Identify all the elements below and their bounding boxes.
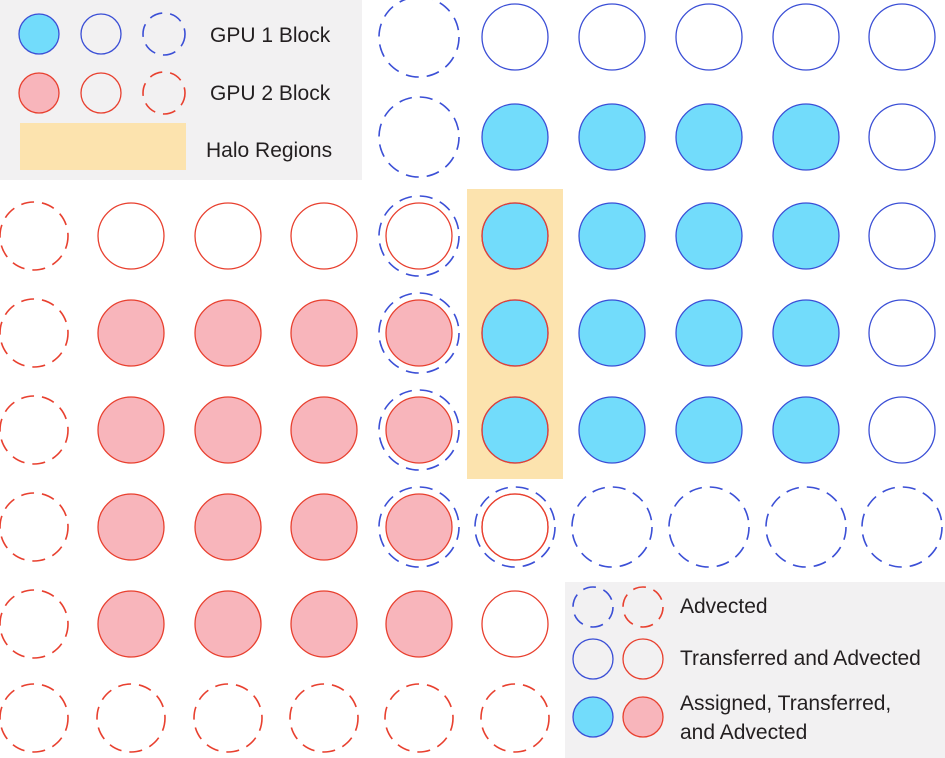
legend-bottom-swatches — [572, 586, 664, 738]
gpu2-block-circle — [290, 299, 358, 367]
legend-top-swatches — [18, 12, 186, 115]
gpu1-block-circle — [571, 486, 653, 568]
gpu2-transfer-ring — [481, 299, 549, 367]
gpu2-block-circle — [0, 683, 69, 753]
gpu1-block-circle — [765, 486, 847, 568]
gpu2-block-circle — [290, 493, 358, 561]
gpu1-block-circle — [378, 195, 460, 277]
gpu1-block-circle — [772, 299, 840, 367]
gpu2-block-circle — [384, 683, 454, 753]
gpu2-transfer-ring — [481, 396, 549, 464]
transferred-label: Transferred and Advected — [680, 647, 921, 670]
gpu2-block-circle — [97, 590, 165, 658]
halo-swatch — [20, 123, 186, 170]
gpu1-filled-swatch — [18, 13, 60, 55]
gpu2-block-circle — [0, 589, 69, 659]
gpu2-block-circle — [290, 590, 358, 658]
gpu2-block-circle — [0, 201, 69, 271]
assigned-gpu1-swatch — [572, 696, 614, 738]
gpu1-block-circle — [578, 103, 646, 171]
gpu1-block-circle — [481, 103, 549, 171]
gpu1-block-circle — [378, 486, 460, 568]
gpu2-block-circle — [385, 590, 453, 658]
gpu1-block-circle — [378, 292, 460, 374]
gpu2-transfer-ring — [481, 202, 549, 270]
halo-label: Halo Regions — [206, 139, 332, 162]
gpu1-label: GPU 1 Block — [210, 24, 331, 47]
gpu2-dashed-swatch — [142, 71, 186, 115]
gpu1-block-circle — [675, 396, 743, 464]
gpu1-block-circle — [481, 3, 549, 71]
gpu2-block-circle — [97, 493, 165, 561]
gpu1-block-circle — [378, 0, 460, 78]
gpu1-block-circle — [675, 202, 743, 270]
gpu2-block-circle — [480, 683, 550, 753]
gpu2-block-circle — [0, 395, 69, 465]
gpu2-block-circle — [193, 683, 263, 753]
gpu1-dashed-swatch — [142, 12, 186, 56]
gpu2-block-circle — [194, 202, 262, 270]
gpu2-block-circle — [97, 299, 165, 367]
gpu1-block-circle — [578, 299, 646, 367]
gpu2-block-circle — [290, 202, 358, 270]
gpu1-block-circle — [868, 299, 936, 367]
assigned-label-line2: and Advected — [680, 721, 807, 744]
gpu1-block-circle — [474, 486, 556, 568]
gpu2-block-circle — [385, 493, 453, 561]
gpu2-transfer-ring — [481, 493, 549, 561]
gpu2-block-circle — [97, 202, 165, 270]
gpu1-block-circle — [675, 103, 743, 171]
gpu1-block-circle — [861, 486, 943, 568]
gpu2-block-circle — [97, 396, 165, 464]
gpu2-block-circle — [194, 493, 262, 561]
gpu2-block-circle — [290, 396, 358, 464]
gpu2-block-circle — [194, 299, 262, 367]
gpu2-label: GPU 2 Block — [210, 82, 331, 105]
gpu1-outline-swatch — [80, 13, 122, 55]
gpu1-block-circle — [868, 202, 936, 270]
gpu1-block-circle — [868, 3, 936, 71]
gpu1-block-circle — [772, 396, 840, 464]
gpu2-block-circle — [194, 396, 262, 464]
gpu1-block-circle — [668, 486, 750, 568]
legend-top: GPU 1 Block GPU 2 Block Halo Regions — [0, 0, 362, 180]
advected-label: Advected — [680, 595, 768, 618]
transferred-gpu2-swatch — [622, 638, 664, 680]
gpu1-block-circle — [868, 103, 936, 171]
gpu2-block-circle — [194, 590, 262, 658]
advected-gpu1-swatch — [572, 586, 614, 628]
gpu2-outline-swatch — [80, 72, 122, 114]
gpu1-block-circle — [772, 103, 840, 171]
gpu1-block-circle — [772, 3, 840, 71]
transferred-gpu1-swatch — [572, 638, 614, 680]
gpu2-block-circle — [385, 299, 453, 367]
gpu1-block-circle — [868, 396, 936, 464]
gpu1-block-circle — [578, 396, 646, 464]
gpu2-block-circle — [385, 396, 453, 464]
gpu2-filled-swatch — [18, 72, 60, 114]
gpu1-block-circle — [378, 96, 460, 178]
gpu2-block-circle — [0, 298, 69, 368]
gpu2-block-circle — [0, 492, 69, 562]
gpu2-block-circle — [289, 683, 359, 753]
gpu1-block-circle — [675, 299, 743, 367]
gpu2-block-circle — [385, 202, 453, 270]
assigned-gpu2-swatch — [622, 696, 664, 738]
gpu1-block-circle — [578, 3, 646, 71]
gpu1-block-circle — [378, 389, 460, 471]
gpu2-block-circle — [481, 590, 549, 658]
advected-gpu2-swatch — [622, 586, 664, 628]
gpu1-block-circle — [675, 3, 743, 71]
assigned-label-line1: Assigned, Transferred, — [680, 692, 891, 715]
gpu2-block-circle — [96, 683, 166, 753]
legend-bottom: Advected Transferred and Advected Assign… — [565, 582, 945, 758]
gpu1-block-circle — [578, 202, 646, 270]
gpu1-block-circle — [772, 202, 840, 270]
